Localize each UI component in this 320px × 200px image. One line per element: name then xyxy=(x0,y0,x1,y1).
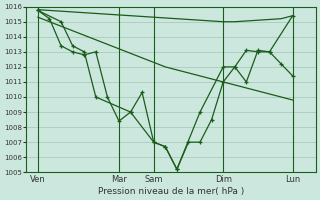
X-axis label: Pression niveau de la mer( hPa ): Pression niveau de la mer( hPa ) xyxy=(98,187,244,196)
